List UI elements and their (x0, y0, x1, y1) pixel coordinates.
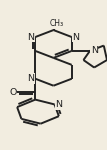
Text: N: N (55, 100, 62, 109)
Text: N: N (27, 74, 35, 83)
Text: N: N (91, 46, 98, 55)
Text: CH₃: CH₃ (50, 19, 64, 28)
Text: N: N (72, 33, 80, 42)
Text: N: N (27, 33, 35, 42)
Text: O: O (9, 88, 16, 97)
